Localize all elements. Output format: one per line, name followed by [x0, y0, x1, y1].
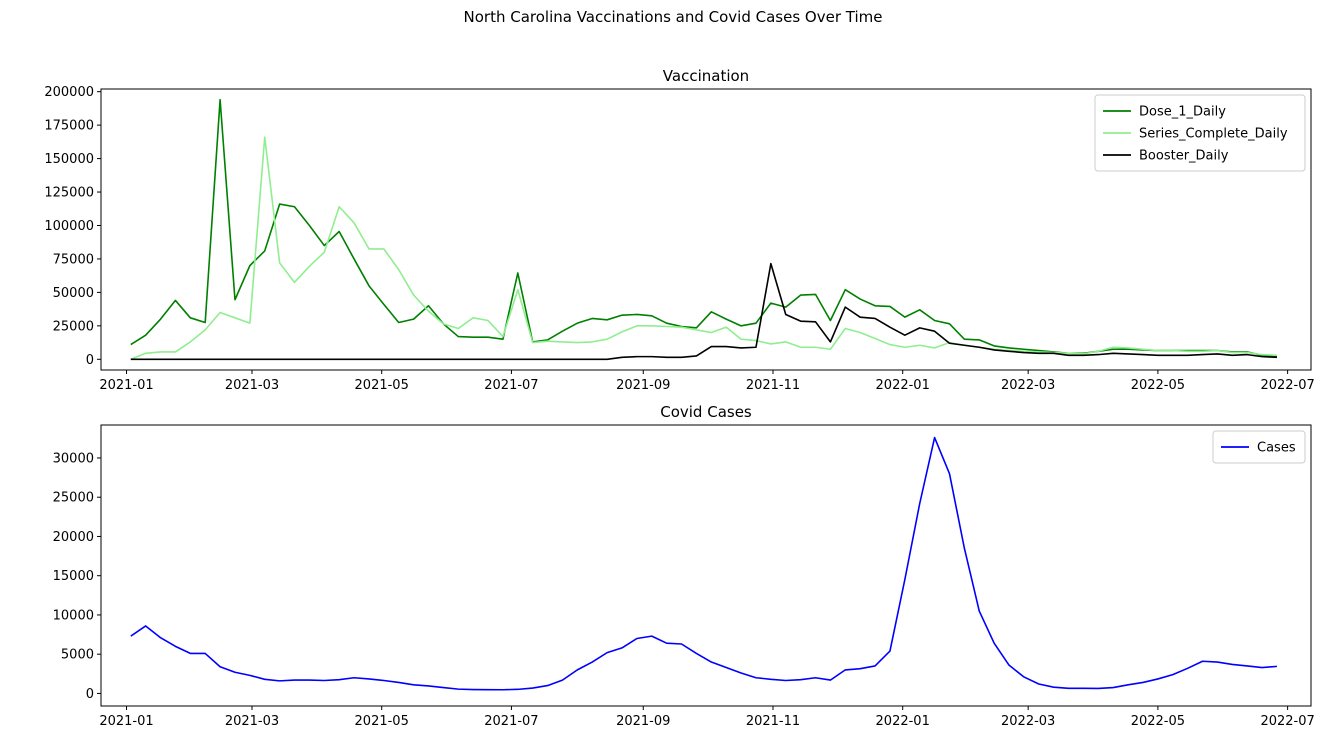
legend-box — [1212, 430, 1306, 464]
y-tick-label: 25000 — [53, 491, 94, 506]
x-tick-label: 2021-03 — [225, 378, 279, 393]
y-tick-label: 20000 — [53, 530, 94, 545]
y-tick-label: 10000 — [53, 608, 94, 623]
x-tick-label: 2021-01 — [99, 378, 153, 393]
x-tick-label: 2022-03 — [1001, 378, 1055, 393]
legend: Cases — [1212, 430, 1306, 464]
plot-frame — [100, 424, 1312, 707]
y-tick-label: 75000 — [53, 252, 94, 267]
legend-box — [1094, 94, 1306, 172]
x-tick-label: 2021-03 — [225, 714, 279, 729]
x-tick-label: 2022-05 — [1131, 378, 1185, 393]
y-tick-label: 15000 — [53, 569, 94, 584]
chart-title: Covid Cases — [660, 403, 752, 421]
y-tick-label: 125000 — [44, 186, 94, 201]
vaccination-chart: Vaccination 2021-01 2021-03 2021-05 2021-07 2… — [44, 67, 1314, 393]
x-tick-label: 2021-07 — [484, 714, 538, 729]
x-tick-label: 2022-05 — [1131, 714, 1185, 729]
x-tick-label: 2021-01 — [99, 714, 153, 729]
y-tick-label: 30000 — [53, 451, 94, 466]
plot-frame — [100, 88, 1312, 371]
covid-cases-chart: Covid Cases 2021-01 2021-03 2021-05 2021-07 2… — [53, 403, 1315, 729]
y-tick-label: 0 — [86, 687, 94, 702]
y-tick-label: 150000 — [44, 152, 94, 167]
x-tick-label: 2021-05 — [355, 714, 409, 729]
x-tick-label: 2022-01 — [876, 714, 930, 729]
x-tick-label: 2021-09 — [616, 714, 670, 729]
x-tick-label: 2021-11 — [746, 714, 800, 729]
x-tick-label: 2022-03 — [1001, 714, 1055, 729]
series-line-cases — [130, 436, 1278, 691]
y-tick-label: 0 — [86, 353, 94, 368]
x-tick-label: 2021-05 — [355, 378, 409, 393]
y-tick-label: 200000 — [44, 85, 94, 100]
x-tick-label: 2021-07 — [484, 378, 538, 393]
y-tick-label: 100000 — [44, 219, 94, 234]
x-tick-label: 2021-11 — [746, 378, 800, 393]
x-tick-label: 2022-07 — [1260, 378, 1314, 393]
legend-label: Cases — [1257, 441, 1296, 456]
x-tick-label: 2022-07 — [1260, 714, 1314, 729]
x-tick-label: 2021-09 — [616, 378, 670, 393]
y-tick-label: 50000 — [53, 286, 94, 301]
chart-title: Vaccination — [663, 67, 749, 85]
legend-label: Booster_Daily — [1139, 149, 1229, 164]
legend-label: Dose_1_Daily — [1139, 105, 1226, 120]
x-tick-label: 2022-01 — [876, 378, 930, 393]
legend: Dose_1_Daily Series_Complete_Daily Booster… — [1094, 94, 1306, 172]
series-line-booster-daily — [130, 262, 1278, 361]
figure-title: North Carolina Vaccinations and Covid Ca… — [464, 8, 883, 26]
y-tick-label: 5000 — [61, 648, 94, 663]
y-tick-label: 25000 — [53, 319, 94, 334]
y-tick-label: 175000 — [44, 119, 94, 134]
legend-label: Series_Complete_Daily — [1139, 127, 1288, 142]
series-line-series-complete-daily — [130, 136, 1278, 361]
